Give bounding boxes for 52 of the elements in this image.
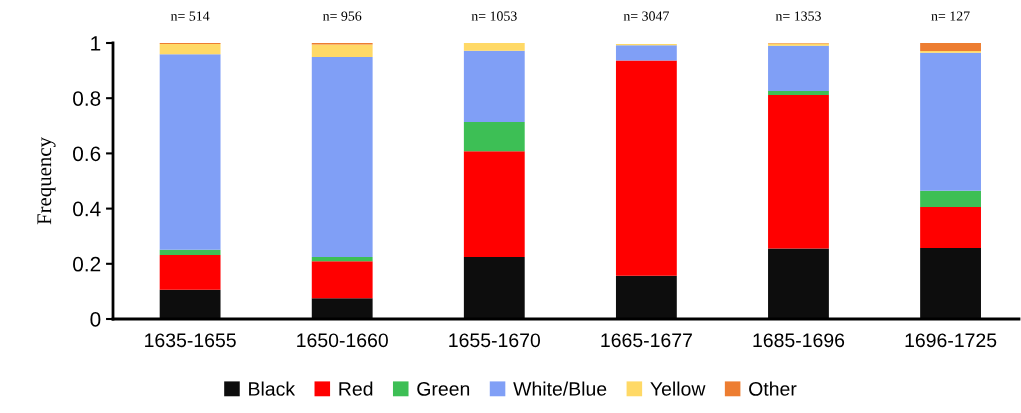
legend-label: Green xyxy=(417,382,470,396)
y-axis-title: Frequency xyxy=(37,137,56,225)
x-tick-label: 1665-1677 xyxy=(601,333,692,348)
bar xyxy=(463,256,525,319)
bar xyxy=(768,94,829,249)
text: n= 1053 xyxy=(471,11,517,21)
x-tick-label: 1650-1660 xyxy=(297,333,388,348)
bar xyxy=(615,60,677,276)
bar xyxy=(311,44,373,58)
bar xyxy=(768,91,829,95)
text: n= 3047 xyxy=(623,11,669,21)
bar xyxy=(311,298,373,319)
legend-label: Black xyxy=(249,381,296,396)
bar xyxy=(311,256,373,262)
x-tick-label: 1696-1725 xyxy=(905,333,997,348)
y-tick-label: 0.4 xyxy=(73,201,101,217)
bar xyxy=(768,45,829,92)
bar xyxy=(463,50,525,122)
y-tick-label: 0.6 xyxy=(73,146,101,162)
bar xyxy=(615,275,677,319)
text: n= 514 xyxy=(170,11,210,21)
x-tick-label: 1655-1670 xyxy=(449,333,541,348)
y-tick-label: 0.8 xyxy=(73,91,101,106)
bar xyxy=(463,43,525,51)
y-tick-label: 1 xyxy=(91,36,101,51)
y-tick-label: 0.2 xyxy=(73,256,101,272)
bar xyxy=(615,45,677,61)
x-tick-label: 1635-1655 xyxy=(145,333,236,348)
bar xyxy=(463,151,525,257)
x-tick-label: 1685-1696 xyxy=(753,333,845,348)
y-tick-label: 0 xyxy=(90,312,101,327)
bar xyxy=(920,190,981,207)
legend-label: Yellow xyxy=(650,381,706,396)
bar xyxy=(920,248,981,319)
bar xyxy=(920,52,981,191)
text: n= 127 xyxy=(931,11,970,21)
bar xyxy=(311,57,373,257)
legend-label: Red xyxy=(339,381,373,396)
bar xyxy=(159,54,221,250)
bar xyxy=(311,261,373,299)
text: n= 956 xyxy=(322,11,362,21)
bar xyxy=(159,289,221,319)
bar xyxy=(920,43,981,51)
bar xyxy=(768,248,829,319)
bar xyxy=(920,206,981,249)
legend-label: Other xyxy=(749,381,797,396)
text: n= 1353 xyxy=(775,11,821,21)
bar xyxy=(159,254,221,290)
bar xyxy=(159,249,221,255)
bar xyxy=(463,121,525,152)
legend-label: White/Blue xyxy=(513,381,607,396)
bar xyxy=(159,44,221,55)
